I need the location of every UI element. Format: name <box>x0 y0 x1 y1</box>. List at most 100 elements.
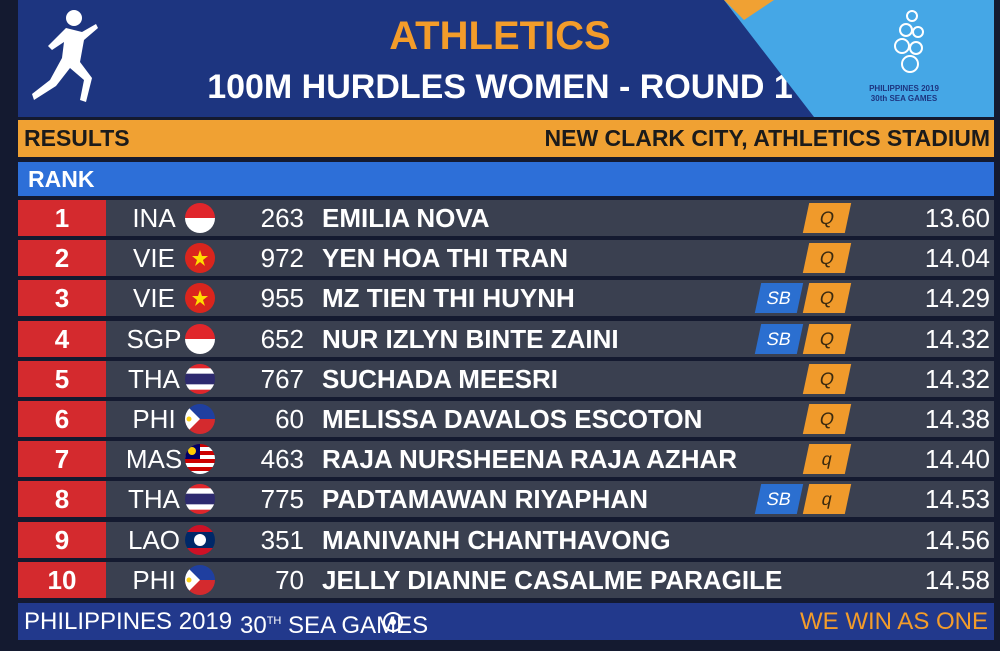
time: 14.53 <box>924 484 990 515</box>
sb-badge: SB <box>754 283 804 314</box>
flag <box>185 524 215 555</box>
result-row: 7 MAS 463 RAJA NURSHEENA RAJA AZHAR q 14.40 <box>18 441 994 478</box>
flag <box>185 363 215 394</box>
footer-games: 30TH SEA GAMES <box>240 603 428 644</box>
athlete-name: MANIVANH CHANTHAVONG <box>322 524 671 555</box>
qualified-badge: Q <box>802 363 852 394</box>
athlete-name: MELISSA DAVALOS ESCOTON <box>322 404 703 434</box>
flag <box>185 203 215 233</box>
country: VIE <box>133 243 175 274</box>
athlete-name: NUR IZLYN BINTE ZAINI <box>322 323 619 354</box>
result-row: 3 VIE 955 MZ TIEN THI HUYNH SB Q 14.29 <box>18 280 994 317</box>
venue: NEW CLARK CITY, ATHLETICS STADIUM <box>544 125 991 151</box>
results-label: RESULTS <box>24 125 130 151</box>
qualified-badge: Q <box>802 404 852 434</box>
sb-badge: SB <box>754 484 804 515</box>
athlete-name: JELLY DIANNE CASALME PARAGILE <box>322 564 783 595</box>
rank: 9 <box>18 521 106 558</box>
bib: 351 <box>260 524 304 555</box>
result-row: 4 SGP 652 NUR IZLYN BINTE ZAINI SB Q 14.32 <box>18 320 994 357</box>
flag <box>185 323 215 354</box>
bib: 652 <box>260 323 304 354</box>
time: 14.56 <box>924 524 990 555</box>
result-row: 10 PHI 70 JELLY DIANNE CASALME PARAGILE 14.5… <box>18 561 994 598</box>
flag <box>185 564 215 595</box>
time: 14.58 <box>924 564 990 595</box>
bib: 463 <box>260 444 304 475</box>
qualified-badge: Q <box>802 323 852 354</box>
athlete-name: RAJA NURSHEENA RAJA AZHAR <box>322 444 738 475</box>
result-row: 2 VIE 972 YEN HOA THI TRAN Q 14.04 <box>18 240 994 277</box>
qualified-badge: q <box>802 444 852 475</box>
rank: 8 <box>18 481 106 518</box>
country: SGP <box>126 323 182 354</box>
country: MAS <box>125 444 183 475</box>
athlete-name: EMILIA NOVA <box>322 203 490 233</box>
result-row: 9 LAO 351 MANIVANH CHANTHAVONG 14.56 <box>18 521 994 558</box>
result-row: 1 INA 263 EMILIA NOVA Q 13.60 <box>18 200 994 236</box>
logo-text: PHILIPPINES 2019 <box>869 84 939 93</box>
footer-left: PHILIPPINES 2019 <box>24 608 233 635</box>
result-row: 5 THA 767 SUCHADA MEESRI Q 14.32 <box>18 360 994 397</box>
flag <box>185 243 215 274</box>
bib: 70 <box>275 564 304 595</box>
title: ATHLETICS <box>389 14 611 58</box>
qualified-badge: q <box>802 484 852 515</box>
bib: 60 <box>275 404 304 434</box>
bib: 775 <box>260 484 304 515</box>
time: 14.04 <box>924 243 990 274</box>
logo-panel <box>724 0 994 117</box>
games-number: 30 <box>240 612 267 639</box>
rank: 5 <box>18 360 106 397</box>
time: 14.38 <box>924 404 990 434</box>
games-emblem <box>383 612 403 632</box>
time: 13.60 <box>924 203 990 233</box>
rank: 2 <box>18 240 106 277</box>
athlete-name: YEN HOA THI TRAN <box>322 243 569 274</box>
country: PHI <box>132 564 176 595</box>
rank: 3 <box>18 280 106 317</box>
country: LAO <box>127 524 181 555</box>
bib: 972 <box>260 243 304 274</box>
rank: 6 <box>18 401 106 437</box>
athlete-name: MZ TIEN THI HUYNH <box>322 283 575 314</box>
time: 14.32 <box>924 363 990 394</box>
qualified-badge: Q <box>802 243 852 274</box>
time: 14.29 <box>924 283 990 314</box>
rank: 1 <box>18 200 106 236</box>
games-suffix: TH <box>266 615 282 627</box>
athlete-name: PADTAMAWAN RIYAPHAN <box>322 484 648 515</box>
country: THA <box>128 363 180 394</box>
country: INA <box>132 203 176 233</box>
country: THA <box>128 484 180 515</box>
flag <box>185 444 215 475</box>
results-bar: RESULTS NEW CLARK CITY, ATHLETICS STADIU… <box>18 120 994 157</box>
flag <box>185 484 215 515</box>
qualified-badge: Q <box>802 283 852 314</box>
rank: 7 <box>18 441 106 478</box>
athlete-name: SUCHADA MEESRI <box>322 363 558 394</box>
rank: 10 <box>18 561 106 598</box>
time: 14.32 <box>924 323 990 354</box>
slogan: WE WIN AS ONE <box>799 608 988 635</box>
column-header-bar: RANK <box>18 162 994 196</box>
logo-text: 30th SEA GAMES <box>870 94 938 103</box>
subtitle: 100M HURDLES WOMEN - ROUND 1 <box>207 68 793 106</box>
country: PHI <box>132 404 176 434</box>
qualified-badge: Q <box>802 203 852 233</box>
bib: 767 <box>260 363 304 394</box>
flag <box>185 404 215 434</box>
bib: 263 <box>260 203 304 233</box>
column-header: RANK <box>28 166 95 192</box>
country: VIE <box>133 283 175 314</box>
result-row: 6 PHI 60 MELISSA DAVALOS ESCOTON Q 14.38 <box>18 401 994 437</box>
time: 14.40 <box>924 444 990 475</box>
bib: 955 <box>260 283 304 314</box>
games-text: SEA GAMES <box>288 612 429 639</box>
runner-icon <box>32 10 98 102</box>
flag <box>185 283 215 314</box>
footer: PHILIPPINES 2019 30TH SEA GAMES WE WIN A… <box>18 603 994 640</box>
rank: 4 <box>18 320 106 357</box>
sb-badge: SB <box>754 323 804 354</box>
